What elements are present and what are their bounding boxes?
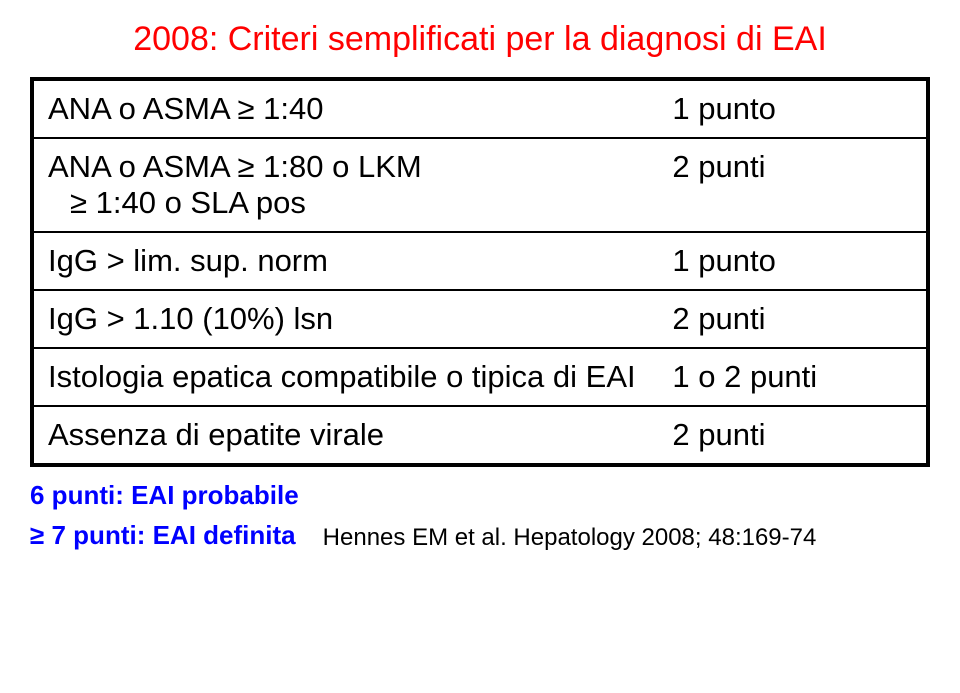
table-row: ANA o ASMA ≥ 1:80 o LKM ≥ 1:40 o SLA pos… <box>34 138 926 232</box>
footer-citation: Hennes EM et al. Hepatology 2008; 48:169… <box>323 524 817 554</box>
criteria-cell: Assenza di epatite virale <box>48 417 384 452</box>
criteria-cell-sub: ≥ 1:40 o SLA pos <box>48 185 306 221</box>
points-cell: 1 punto <box>672 243 775 278</box>
table-row: IgG > 1.10 (10%) lsn 2 punti <box>34 290 926 348</box>
criteria-cell: ANA o ASMA ≥ 1:80 o LKM <box>48 149 422 184</box>
footer-scoring: 6 punti: EAI probabile ≥ 7 punti: EAI de… <box>30 477 299 554</box>
criteria-cell: IgG > 1.10 (10%) lsn <box>48 301 333 336</box>
footer-line1: 6 punti: EAI probabile <box>30 477 299 515</box>
points-cell: 1 punto <box>672 91 775 126</box>
points-cell: 2 punti <box>672 417 765 452</box>
criteria-cell: ANA o ASMA ≥ 1:40 <box>48 91 324 126</box>
criteria-box: ANA o ASMA ≥ 1:40 1 punto ANA o ASMA ≥ 1… <box>30 77 930 467</box>
footer: 6 punti: EAI probabile ≥ 7 punti: EAI de… <box>30 477 930 554</box>
criteria-table: ANA o ASMA ≥ 1:40 1 punto ANA o ASMA ≥ 1… <box>34 81 926 463</box>
points-cell: 1 o 2 punti <box>672 359 817 394</box>
table-row: Assenza di epatite virale 2 punti <box>34 406 926 463</box>
table-row: ANA o ASMA ≥ 1:40 1 punto <box>34 81 926 138</box>
points-cell: 2 punti <box>672 149 765 184</box>
footer-line2: ≥ 7 punti: EAI definita <box>30 517 299 555</box>
points-cell: 2 punti <box>672 301 765 336</box>
table-row: Istologia epatica compatibile o tipica d… <box>34 348 926 406</box>
criteria-cell: Istologia epatica compatibile o tipica d… <box>48 359 636 394</box>
page-title: 2008: Criteri semplificati per la diagno… <box>30 20 930 59</box>
criteria-cell: IgG > lim. sup. norm <box>48 243 328 278</box>
table-row: IgG > lim. sup. norm 1 punto <box>34 232 926 290</box>
